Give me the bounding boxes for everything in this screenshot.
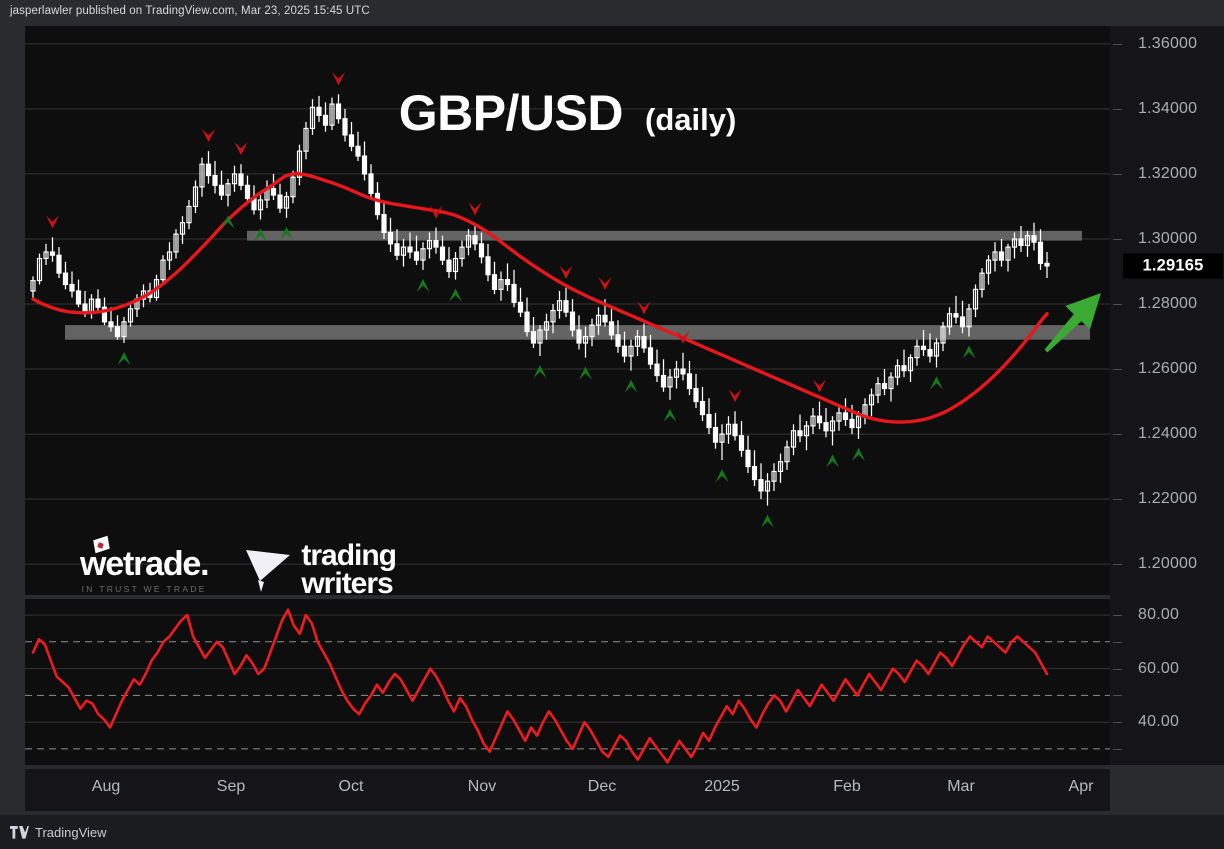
buy-signal-marker [449,288,462,302]
buy-signal-marker [715,469,729,483]
publication-byline: jasperlawler published on TradingView.co… [10,5,370,17]
price-axis-label: 1.28000 [1138,294,1198,312]
tradingview-brand-label: TradingView [35,824,107,840]
price-axis-tick [1113,434,1122,436]
rsi-axis-tick [1113,748,1122,750]
buy-signal-marker [579,366,592,380]
buy-signal-marker [221,215,235,229]
price-axis-tick [1113,564,1122,566]
price-pane[interactable]: GBP/USD (daily) wetrade. IN TRUST WE TRA… [25,26,1110,595]
resistance-zone [247,230,1082,241]
time-axis-label: Apr [1068,778,1094,795]
bullish-arrow-annotation [1044,293,1101,353]
price-axis-label: 1.36000 [1138,34,1198,52]
time-axis-label: Feb [833,778,861,795]
rsi-axis-tick [1113,668,1122,670]
buy-signal-marker [533,365,547,379]
publication-header: jasperlawler published on TradingView.co… [0,0,1224,22]
buy-signal-marker [280,226,293,240]
buy-signal-marker [930,376,943,390]
price-axis-tick [1113,369,1122,371]
sell-signal-marker [813,379,826,393]
time-axis-label: 2025 [704,778,740,795]
price-axis-label: 1.30000 [1138,229,1198,247]
sell-signal-marker [468,202,482,216]
sell-signal-marker [202,129,215,143]
rsi-axis-tick [1113,722,1122,724]
moving-average-line [31,171,1049,424]
rsi-axis-tick [1113,695,1122,697]
candlestick-series [30,94,1050,506]
price-axis-label: 1.34000 [1138,99,1198,117]
buy-signal-marker [254,228,267,242]
buy-signal-marker [416,278,430,292]
time-axis-label: Nov [467,778,497,795]
time-axis[interactable]: Aug Sep Oct Nov Dec 2025 Feb Mar Apr [25,769,1110,811]
buy-signal-marker [663,408,677,422]
rsi-axis-tick [1113,641,1122,643]
price-axis-tick [1113,43,1122,45]
sell-signal-marker [598,277,612,291]
price-axis-tick [1113,108,1122,110]
buy-signal-marker [852,447,865,461]
sell-signal-marker [234,142,248,156]
sell-signal-marker [559,265,573,279]
buy-signal-marker [962,345,976,359]
rsi-axis-label: 40.00 [1138,713,1180,731]
sell-signal-marker [332,72,345,86]
time-axis-label: Dec [587,778,617,795]
rsi-axis-label: 60.00 [1138,659,1180,677]
sell-signal-marker [429,205,443,219]
time-axis-label: Oct [338,778,364,795]
price-axis[interactable]: 1.29165 1.36000 1.34000 1.32000 1.30000 1.28… [1110,26,1224,765]
sell-signal-marker [728,389,742,403]
buy-signal-marker [624,379,638,393]
price-axis-tick [1113,499,1122,501]
rsi-indicator-pane[interactable] [25,599,1110,765]
sell-signal-marker [46,215,59,229]
price-chart-svg [25,43,1110,565]
sell-signal-marker [676,330,690,344]
rsi-axis-tick [1113,615,1122,617]
price-axis-label: 1.24000 [1138,425,1198,443]
price-axis-label: 1.22000 [1138,490,1198,508]
rsi-chart-svg [25,608,1110,764]
price-axis-label: 1.20000 [1138,555,1198,573]
tradingview-logo-icon [10,825,29,839]
price-axis-tick [1113,173,1122,175]
price-axis-label: 1.26000 [1138,360,1198,378]
buy-signal-marker [826,454,839,468]
time-axis-label: Mar [947,778,975,795]
chart-footer: TradingView [0,815,1224,849]
price-axis-tick [1113,238,1122,240]
rsi-line [31,608,1049,764]
buy-signal-marker [761,514,774,528]
price-axis-tick [1113,303,1122,305]
signal-markers [46,72,976,528]
time-axis-label: Aug [91,778,121,795]
price-axis-label: 1.32000 [1138,164,1198,182]
time-axis-label: Sep [216,778,246,795]
sell-signal-marker [637,301,651,315]
rsi-axis-label: 80.00 [1138,606,1180,624]
current-price-badge: 1.29165 [1123,253,1223,279]
buy-signal-marker [117,352,131,366]
